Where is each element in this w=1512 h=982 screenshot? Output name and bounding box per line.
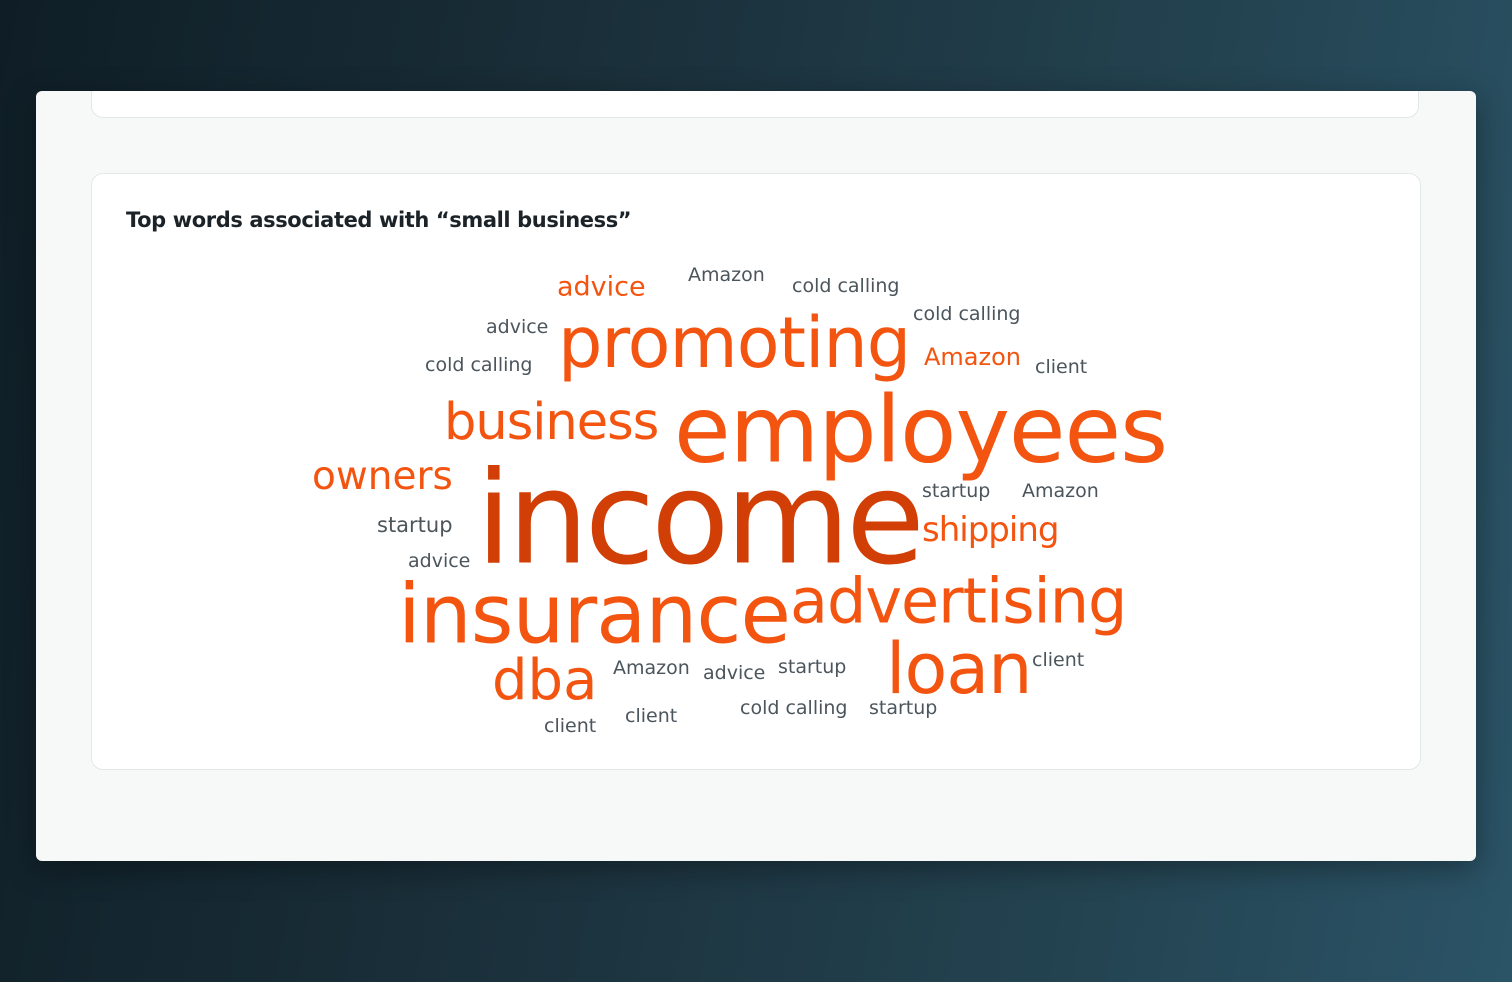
word-cloud-term: advice	[408, 549, 471, 572]
word-cloud-term: client	[1035, 355, 1088, 378]
word-cloud-term: loan	[886, 628, 1033, 710]
word-cloud-term: income	[476, 444, 925, 594]
word-cloud-term: Amazon	[688, 263, 765, 286]
word-cloud-term: shipping	[922, 509, 1059, 550]
word-cloud-term: cold calling	[913, 302, 1021, 325]
word-cloud-term: advice	[486, 315, 549, 338]
previous-card	[91, 91, 1419, 118]
word-cloud-card: Top words associated with “small busines…	[91, 173, 1421, 770]
word-cloud-term: Amazon	[613, 656, 690, 679]
word-cloud-term: cold calling	[792, 274, 900, 297]
word-cloud-term: client	[1032, 648, 1085, 671]
word-cloud-term: client	[544, 714, 597, 737]
word-cloud-term: advertising	[790, 564, 1127, 638]
word-cloud-term: startup	[869, 696, 938, 719]
word-cloud-term: business	[444, 393, 659, 453]
word-cloud-term: Amazon	[924, 342, 1021, 371]
word-cloud-term: owners	[312, 453, 453, 499]
word-cloud: income employees insurance promoting adverti…	[92, 174, 1420, 769]
app-window: Top words associated with “small busines…	[36, 91, 1476, 861]
word-cloud-term: advice	[557, 271, 646, 303]
word-cloud-term: startup	[778, 655, 847, 678]
word-cloud-term: startup	[377, 513, 453, 538]
word-cloud-term: dba	[492, 648, 598, 714]
word-cloud-term: cold calling	[740, 696, 848, 719]
word-cloud-term: insurance	[398, 567, 791, 663]
word-cloud-term: advice	[703, 661, 766, 684]
word-cloud-term: client	[625, 704, 678, 727]
word-cloud-term: cold calling	[425, 353, 533, 376]
word-cloud-term: employees	[674, 376, 1168, 484]
word-cloud-term: Amazon	[1022, 479, 1099, 502]
word-cloud-term: startup	[922, 479, 991, 502]
word-cloud-term: promoting	[558, 302, 911, 384]
card-title: Top words associated with “small busines…	[126, 208, 632, 232]
